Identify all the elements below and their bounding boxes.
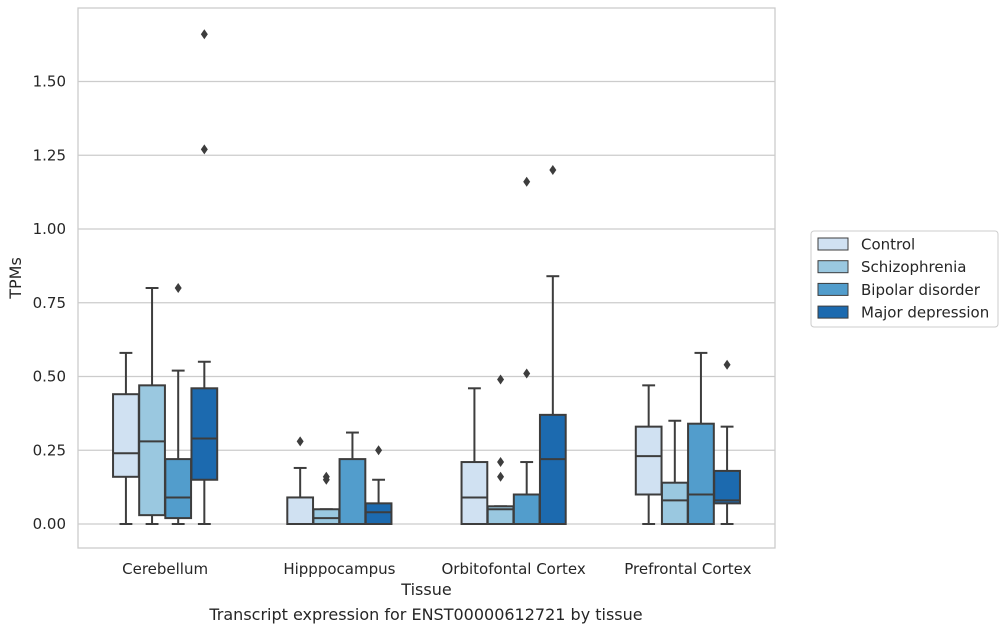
legend-label: Control: [861, 236, 915, 254]
box-iqr: [687, 422, 715, 526]
box-iqr: [338, 458, 367, 526]
box-iqr: [190, 387, 219, 481]
x-tick-label: Prefrontal Cortex: [624, 560, 751, 578]
box-bipolar-disorder: [338, 431, 367, 526]
legend-label: Bipolar disorder: [861, 281, 981, 299]
outlier-point: [523, 368, 531, 379]
box-iqr: [512, 493, 541, 525]
box-iqr: [660, 481, 689, 526]
y-tick-label: 1.50: [33, 73, 66, 91]
box-control: [112, 351, 140, 525]
outlier-point: [174, 283, 182, 293]
box-iqr: [538, 413, 567, 526]
x-tick-label: Orbitofontal Cortex: [442, 560, 586, 578]
box-iqr: [364, 502, 393, 526]
outlier-point: [723, 359, 731, 370]
x-tick-label: Cerebellum: [122, 560, 208, 578]
outlier-point: [497, 471, 505, 482]
legend-swatch: [817, 305, 849, 319]
legend-swatch: [817, 260, 849, 274]
outlier-point: [200, 144, 208, 155]
outlier-point: [497, 374, 505, 385]
box-major-depression: [190, 29, 219, 525]
box-iqr: [634, 425, 663, 496]
box-iqr: [138, 384, 166, 517]
box-iqr: [460, 461, 489, 525]
legend-swatch: [817, 237, 849, 251]
x-tick-labels: Cerebellum Hipppocampus Orbitofontal Corte…: [122, 560, 751, 578]
box-major-depression: [713, 359, 741, 525]
legend: Control Schizophrenia Bipolar disorder Majo…: [810, 230, 999, 328]
box-iqr: [713, 469, 741, 505]
box-bipolar-disorder: [512, 176, 541, 525]
box-schizophrenia: [486, 374, 515, 525]
y-tick-label: 1.00: [33, 220, 66, 238]
outlier-point: [523, 176, 531, 187]
box-series: [112, 29, 741, 526]
plot-frame: [77, 7, 776, 549]
y-tick-label: 1.25: [33, 146, 66, 164]
box-major-depression: [364, 445, 393, 526]
y-tick-label: 0.75: [33, 294, 66, 312]
outlier-point: [549, 165, 557, 175]
box-iqr: [112, 393, 140, 478]
y-tick-labels: 0.00 0.25 0.50 0.75 1.00 1.25 1.50: [33, 73, 66, 534]
y-axis-title: TPMs: [6, 257, 25, 300]
outlier-point: [200, 29, 208, 40]
legend-label: Major depression: [861, 304, 989, 322]
box-major-depression: [538, 165, 567, 526]
box-schizophrenia: [660, 419, 689, 526]
x-tick-label: Hipppocampus: [283, 560, 395, 578]
outlier-point: [375, 445, 383, 456]
box-bipolar-disorder: [687, 351, 715, 526]
legend-swatch: [817, 282, 849, 296]
box-control: [286, 436, 315, 526]
y-tick-label: 0.25: [33, 441, 66, 459]
box-control: [460, 387, 489, 525]
x-axis-title: Tissue: [400, 580, 451, 599]
box-schizophrenia: [138, 287, 166, 525]
box-schizophrenia: [312, 471, 341, 525]
outlier-point: [296, 436, 304, 447]
box-iqr: [164, 458, 193, 520]
box-iqr: [312, 508, 341, 525]
box-iqr: [286, 496, 315, 526]
y-tick-label: 0.50: [33, 368, 66, 386]
figure-caption: Transcript expression for ENST0000061272…: [209, 605, 643, 624]
box-control: [634, 384, 663, 525]
gridlines: [78, 80, 775, 525]
legend-frame: [810, 230, 999, 328]
outlier-point: [322, 471, 330, 482]
box-bipolar-disorder: [164, 283, 193, 525]
legend-label: Schizophrenia: [861, 258, 966, 276]
outlier-point: [497, 457, 505, 468]
y-tick-label: 0.00: [33, 515, 66, 533]
